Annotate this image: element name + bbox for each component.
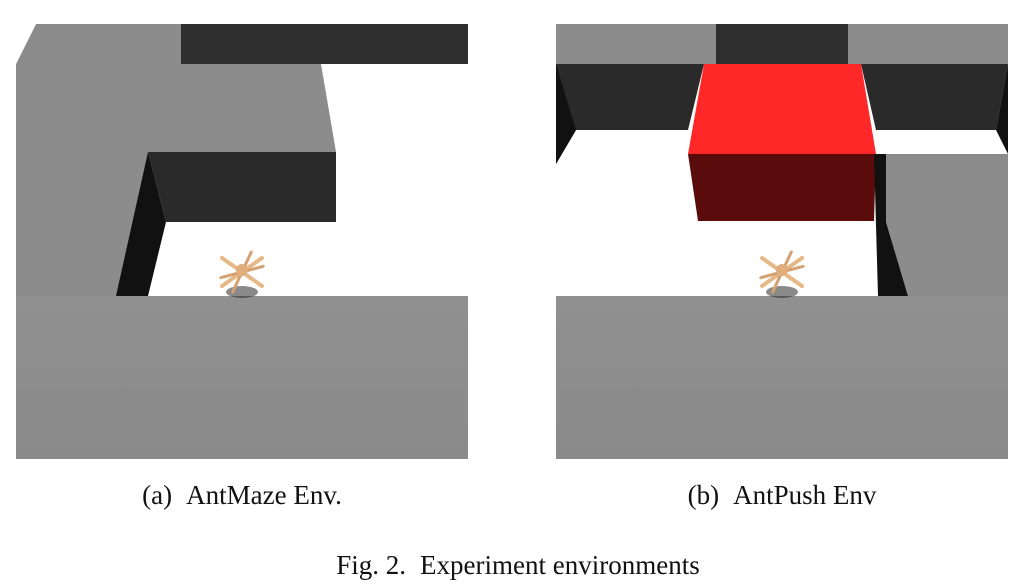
- ant-agent: [219, 250, 265, 298]
- wall-top: [886, 154, 1008, 296]
- movable-block-top: [688, 64, 876, 154]
- wall-top: [166, 24, 181, 64]
- subfigure-caption-b: (b) AntPush Env: [556, 478, 1008, 512]
- figure-label: Fig. 2.: [336, 550, 407, 580]
- wall-top: [16, 24, 336, 296]
- wall-side: [996, 64, 1008, 154]
- wall-side: [716, 24, 848, 64]
- wall-side: [874, 154, 908, 296]
- subfigure-label: (b): [687, 480, 720, 510]
- wall-side: [148, 152, 336, 222]
- wall-side: [166, 24, 468, 64]
- antmaze-render: [16, 24, 468, 459]
- wall-top: [556, 296, 1008, 459]
- wall-top: [848, 24, 1008, 64]
- wall-side: [116, 152, 166, 296]
- figure-caption-text: Experiment environments: [420, 550, 700, 580]
- wall-top: [16, 296, 468, 459]
- subfigure-name: AntMaze Env.: [186, 480, 342, 510]
- figure-caption: Fig. 2. Experiment environments: [0, 548, 1036, 582]
- ant-agent: [759, 250, 805, 298]
- wall-top: [556, 24, 716, 64]
- movable-block-side: [688, 154, 876, 221]
- wall-side: [556, 64, 704, 164]
- wall-top: [16, 24, 36, 64]
- subfigure-label: (a): [142, 480, 173, 510]
- subfigure-name: AntPush Env: [733, 480, 877, 510]
- subfigure-caption-a: (a) AntMaze Env.: [16, 478, 468, 512]
- wall-side: [556, 64, 576, 164]
- antpush-render: [556, 24, 1008, 459]
- wall-side: [861, 64, 1008, 130]
